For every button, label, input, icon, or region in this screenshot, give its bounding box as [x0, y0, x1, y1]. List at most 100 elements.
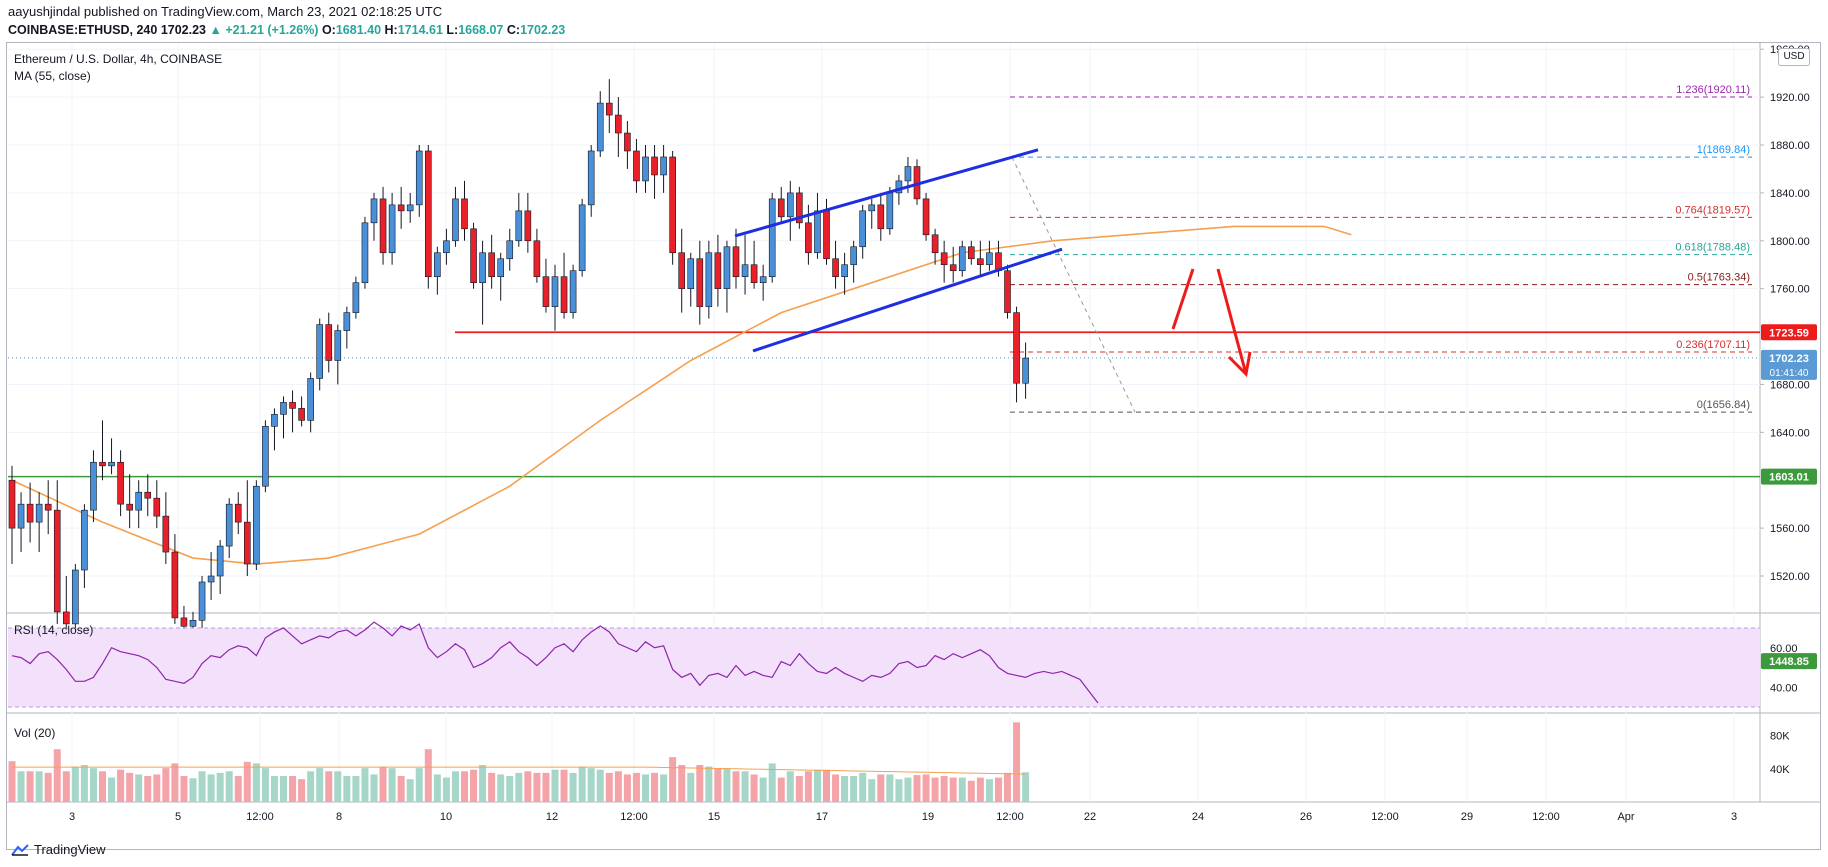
footer-brand[interactable]: TradingView	[10, 842, 106, 857]
candle-body	[949, 264, 957, 272]
candle-body	[72, 569, 79, 625]
candle	[62, 576, 70, 636]
publisher-line: aayushjindal published on TradingView.co…	[8, 4, 443, 19]
x-tick-label: 15	[708, 811, 720, 823]
candle	[452, 186, 459, 247]
projection-arrowhead	[1227, 351, 1252, 378]
candle-body	[225, 503, 233, 547]
candle-body	[1022, 357, 1029, 384]
volume-bar	[841, 776, 849, 802]
volume-bar	[252, 763, 260, 802]
x-tick-label: 8	[336, 811, 342, 823]
candle-body	[17, 503, 25, 529]
candle-body	[814, 210, 821, 254]
rsi-legend: RSI (14, close)	[14, 623, 94, 637]
candle	[35, 492, 43, 553]
volume-bar	[723, 768, 731, 802]
currency-badge[interactable]: USD	[1778, 48, 1810, 66]
candle-body	[1004, 270, 1011, 313]
volume-bar	[397, 776, 405, 802]
candle	[542, 258, 550, 313]
candle-body	[144, 491, 152, 499]
candle	[198, 576, 206, 636]
candle-body	[922, 198, 930, 236]
candle	[786, 180, 794, 241]
ohlc-high: 1714.61	[397, 23, 443, 37]
volume-bar	[678, 764, 686, 802]
candle	[986, 240, 993, 271]
candle	[388, 192, 396, 265]
volume-bar	[750, 774, 758, 802]
volume-bar	[198, 771, 206, 802]
candle-body	[931, 234, 939, 254]
candle	[678, 228, 686, 313]
candle	[406, 192, 414, 223]
candle-body	[986, 252, 993, 266]
volume-tick-label: 80K	[1770, 731, 1790, 743]
ohlc-open: 1681.40	[335, 23, 382, 37]
candle-body	[569, 270, 577, 313]
candle	[397, 186, 405, 229]
volume-bar	[80, 764, 88, 802]
volume-bar	[44, 772, 52, 802]
candle	[850, 240, 857, 283]
volume-bar	[461, 771, 468, 802]
volume-bar	[388, 768, 396, 802]
candle	[361, 216, 369, 289]
candle-body	[723, 246, 731, 289]
candle-body	[705, 252, 713, 307]
volume-bar	[777, 777, 785, 802]
volume-bar	[99, 771, 106, 802]
candle-body	[361, 222, 369, 283]
volume-bar	[823, 769, 830, 802]
candle-body	[967, 246, 975, 260]
x-tick-label: 29	[1461, 811, 1473, 823]
candle-body	[253, 485, 260, 565]
volume-bar	[569, 772, 577, 802]
x-tick-label: 17	[816, 811, 828, 823]
candle-body	[307, 378, 314, 421]
candle-body	[461, 198, 468, 230]
volume-bar	[316, 768, 324, 802]
volume-bar	[361, 768, 369, 802]
candle-body	[370, 198, 378, 224]
fib-level-label: 0.764(1819.57)	[1675, 204, 1750, 216]
volume-bar	[307, 771, 315, 802]
candle	[551, 264, 559, 331]
candle	[705, 240, 713, 319]
vol-legend: Vol (20)	[14, 726, 56, 740]
candle	[669, 150, 676, 265]
candle-body	[388, 204, 396, 254]
candle	[560, 252, 568, 319]
candle-body	[90, 461, 97, 511]
tradingview-logo-icon	[11, 843, 29, 856]
candle-body	[542, 276, 550, 307]
volume-bar	[117, 769, 125, 802]
volume-bar	[406, 779, 414, 802]
candle-body	[153, 497, 161, 517]
candle-body	[81, 509, 88, 571]
candle	[814, 192, 821, 259]
volume-bar	[813, 769, 821, 802]
candle	[207, 552, 215, 600]
volume-bar	[687, 772, 695, 802]
candle	[225, 498, 233, 559]
candle	[615, 97, 622, 157]
candle-body	[316, 324, 324, 379]
candle-body	[696, 258, 704, 307]
candle-body	[289, 402, 296, 409]
candle	[99, 420, 106, 481]
y-tick-label: 1920.00	[1770, 92, 1810, 104]
candle-body	[895, 180, 903, 194]
y-tick-label: 1560.00	[1770, 523, 1810, 535]
candle-body	[216, 545, 224, 577]
candle	[8, 465, 16, 565]
volume-bar	[8, 761, 16, 802]
candle-body	[823, 210, 830, 260]
candle	[461, 180, 468, 241]
candle	[651, 145, 658, 199]
symbol: COINBASE:ETHUSD, 240	[8, 23, 158, 37]
candle	[741, 234, 749, 295]
candle-body	[515, 210, 523, 242]
